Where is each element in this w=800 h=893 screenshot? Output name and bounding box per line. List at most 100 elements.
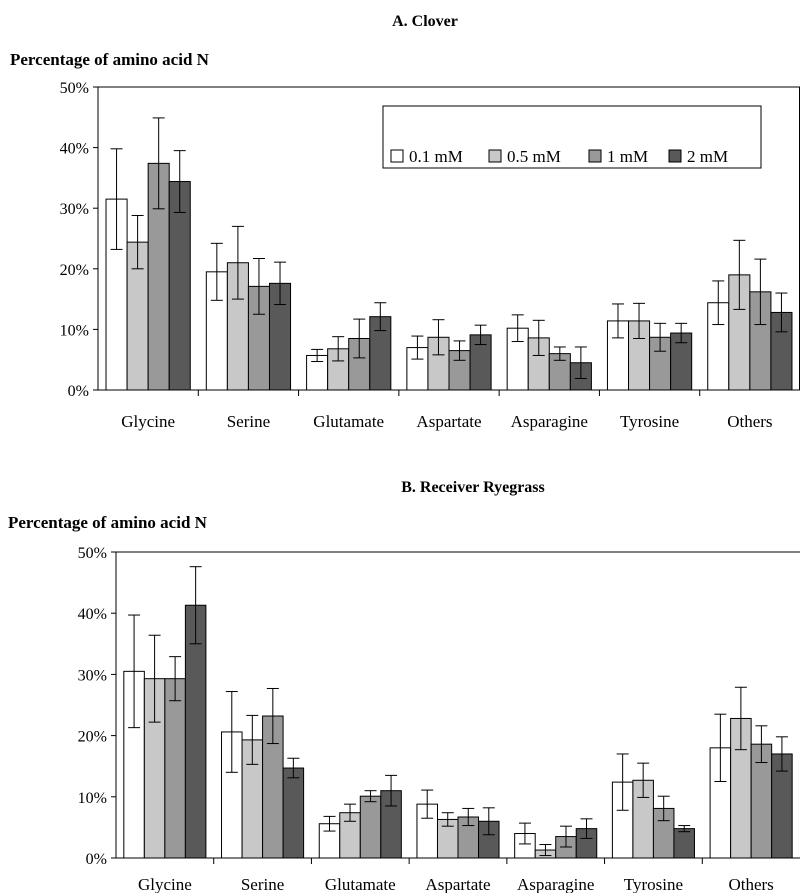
panel-a-error-bar <box>574 346 587 379</box>
panel-a-error-bar <box>210 242 223 301</box>
panel-b-error-bar <box>775 736 788 772</box>
panel-a-error-bar <box>110 148 123 250</box>
panel-b-y-tick-label: 10% <box>78 790 107 807</box>
legend-label-0-1mM: 0.1 mM <box>409 147 463 166</box>
panel-b-error-bar <box>734 686 747 751</box>
panel-b-category-label: Serine <box>241 875 284 893</box>
panel-b-error-bar <box>148 634 161 723</box>
panel-a-error-bar <box>733 239 746 310</box>
panel-b-error-bar <box>225 691 238 773</box>
panel-b-error-bar <box>169 656 182 702</box>
panel-a-title: A. Clover <box>392 13 458 30</box>
panel-b-error-bar <box>616 753 629 811</box>
panel-a-error-bar <box>474 324 487 346</box>
panel-a-category-label: Aspartate <box>416 412 481 431</box>
panel-b-category-label: Others <box>728 875 773 893</box>
panel-a-error-bar <box>654 322 667 352</box>
panel-a-error-bar <box>611 303 624 339</box>
panel-b-error-bar <box>462 807 475 827</box>
panel-b-error-bar <box>755 725 768 764</box>
panel-b-error-bar <box>189 566 202 645</box>
panel-b-error-bar <box>441 812 454 827</box>
legend-swatch-0-5mM <box>488 149 502 163</box>
panel-b-y-tick-label: 30% <box>78 667 107 684</box>
panel-b-error-bar <box>364 790 377 803</box>
panel-b-y-tick-label: 50% <box>78 545 107 562</box>
panel-a-y-tick-label: 40% <box>60 141 89 158</box>
panel-a-error-bar <box>775 292 788 333</box>
panel-b-error-bar <box>714 713 727 782</box>
legend-label-2mM: 2 mM <box>687 147 728 166</box>
panel-a-category-label: Serine <box>227 412 270 431</box>
panel-b-error-bar <box>266 687 279 745</box>
panel-a-category-label: Glycine <box>121 412 175 431</box>
panel-b-category-label: Glutamate <box>325 875 396 893</box>
panel-b-y-tick-label: 20% <box>78 729 107 746</box>
panel-b-plot-area: 0% 10% 20% 30% 40% 50% Glycine Serine Glutamate A… <box>78 545 800 893</box>
panel-a-error-bar <box>131 214 144 270</box>
panel-b-category-label: Tyrosine <box>624 875 683 893</box>
panel-a-category-label: Asparagine <box>511 412 588 431</box>
panel-a-error-bar <box>311 348 324 363</box>
panel-b-bar-serine-2mM <box>282 767 305 859</box>
panel-a-error-bar <box>374 302 387 332</box>
panel-b-error-bar <box>323 815 336 832</box>
panel-b-error-bar <box>482 807 495 836</box>
panel-a-y-tick-label: 10% <box>60 322 89 339</box>
legend-swatch-0-1mM <box>390 149 404 163</box>
panel-a-error-bar <box>332 336 345 362</box>
panel-b-error-bar <box>637 762 650 798</box>
panel-a-error-bar <box>511 314 524 343</box>
panel-a-error-bar <box>453 340 466 361</box>
panel-b-y-tick-label: 0% <box>86 851 107 868</box>
panel-a-error-bar <box>675 322 688 344</box>
panel-b-error-bar <box>385 774 398 807</box>
panel-b-title: B. Receiver Ryegrass <box>401 479 545 496</box>
panel-b-bar-glutamate-1mM <box>359 795 382 859</box>
legend-label-1mM: 1 mM <box>607 147 648 166</box>
panel-b-error-bar <box>246 714 259 765</box>
panel-a-error-bar <box>274 261 287 306</box>
panel-b-error-bar <box>559 825 572 848</box>
panel-b-bar-tyrosine-2mM <box>673 828 695 859</box>
panel-a-error-bar <box>532 319 545 356</box>
panel-a: A. Clover Percentage of amino acid N 0% 1… <box>10 13 800 431</box>
legend-swatch-2mM <box>668 149 682 163</box>
panel-a-error-bar <box>353 318 366 359</box>
panel-b: B. Receiver Ryegrass Percentage of amino… <box>8 479 800 893</box>
panel-b-error-bar <box>518 822 531 845</box>
panel-b-category-label: Glycine <box>138 875 192 893</box>
panel-a-error-bar <box>152 117 165 210</box>
panel-a-y-tick-label: 20% <box>60 262 89 279</box>
panel-b-y-tick-label: 40% <box>78 606 107 623</box>
panel-a-plot-area: 0% 10% 20% 30% 40% 50% Glycine Serine Glutamate A… <box>60 80 800 431</box>
panel-b-error-bar <box>128 614 141 729</box>
panel-a-error-bar <box>633 302 646 339</box>
panel-a-category-label: Others <box>727 412 772 431</box>
panel-a-y-tick-label: 0% <box>68 383 89 400</box>
legend-label-0-5mM: 0.5 mM <box>507 147 561 166</box>
panel-a-error-bar <box>173 150 186 213</box>
panel-a-error-bar <box>252 257 265 315</box>
panel-b-bar-glycine-1mM <box>164 678 186 859</box>
panel-b-error-bar <box>539 844 552 857</box>
panel-b-category-label: Aspartate <box>425 875 490 893</box>
panel-b-error-bar <box>421 789 434 819</box>
panel-b-error-bar <box>580 818 593 839</box>
panel-a-ylabel: Percentage of amino acid N <box>10 50 210 69</box>
legend-box <box>382 105 762 169</box>
legend-swatch-1mM <box>588 149 602 163</box>
panel-a-error-bar <box>231 225 244 300</box>
panel-b-ylabel: Percentage of amino acid N <box>8 513 208 532</box>
panel-b-error-bar <box>287 757 300 779</box>
panel-a-error-bar <box>754 258 767 326</box>
panel-b-error-bar <box>678 825 691 833</box>
panel-b-error-bar <box>657 795 670 822</box>
legend: 0.1 mM 0.5 mM 1 mM 2 mM <box>382 105 762 169</box>
panel-a-error-bar <box>432 319 445 356</box>
panel-a-y-tick-label: 30% <box>60 201 89 218</box>
panel-a-y-tick-label: 50% <box>60 80 89 97</box>
panel-a-category-label: Glutamate <box>313 412 384 431</box>
panel-a-error-bar <box>712 280 725 326</box>
